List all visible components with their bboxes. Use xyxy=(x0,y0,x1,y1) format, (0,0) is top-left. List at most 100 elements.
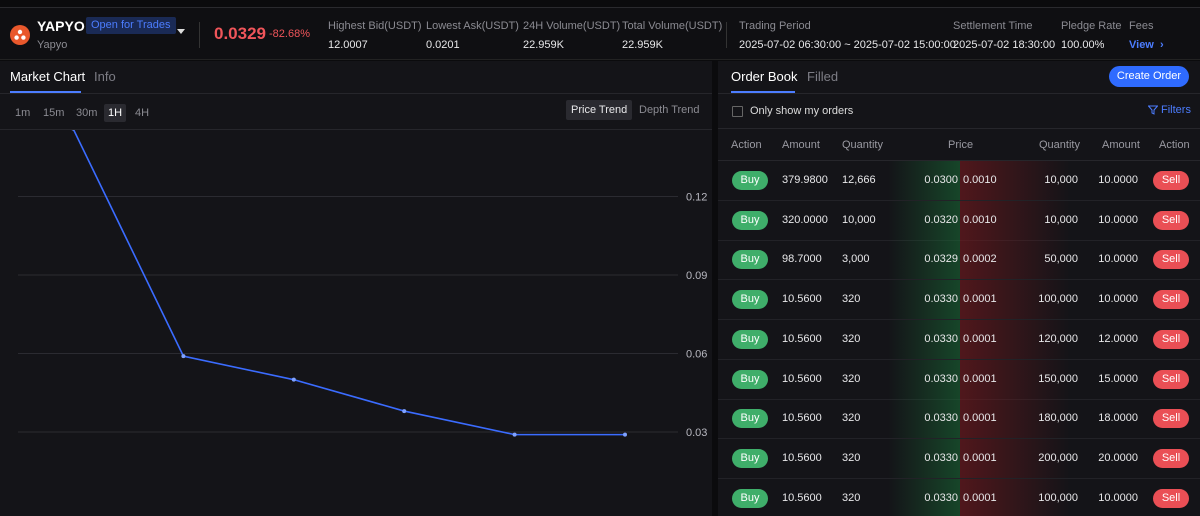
stat-lowest-ask: Lowest Ask(USDT) 0.0201 xyxy=(426,20,519,51)
sell-button[interactable]: Sell xyxy=(1153,369,1189,389)
bid-price: 0.0330 xyxy=(924,451,958,464)
sell-button[interactable]: Sell xyxy=(1153,488,1189,508)
sell-button[interactable]: Sell xyxy=(1153,171,1189,190)
depth-trend-toggle[interactable]: Depth Trend xyxy=(639,104,700,116)
col-action-buy: Action xyxy=(731,139,762,151)
stat-value: 12.0007 xyxy=(328,39,368,51)
ask-quantity: 100,000 xyxy=(1038,491,1078,504)
ask-depth-bar xyxy=(960,399,1070,439)
sell-button[interactable]: Sell xyxy=(1153,329,1189,349)
header-divider xyxy=(199,22,200,48)
fees-view-label[interactable]: View xyxy=(1129,39,1154,51)
bid-amount: 10.5600 xyxy=(782,451,822,464)
buy-button[interactable]: Buy xyxy=(732,210,768,230)
ask-quantity: 200,000 xyxy=(1038,451,1078,464)
stat-total-volume: Total Volume(USDT) 22.959K xyxy=(622,20,722,51)
ask-price: 0.0002 xyxy=(963,253,997,266)
sell-button[interactable]: Sell xyxy=(1153,448,1189,468)
ask-amount: 10.0000 xyxy=(1098,253,1138,266)
buy-button[interactable]: Buy xyxy=(732,171,768,190)
ask-amount: 10.0000 xyxy=(1098,174,1138,186)
bid-amount: 10.5600 xyxy=(782,372,822,385)
bid-amount: 98.7000 xyxy=(782,253,822,266)
bid-depth-bar xyxy=(888,240,960,280)
y-tick-label: 0.12 xyxy=(686,192,707,204)
ask-price: 0.0001 xyxy=(963,332,997,345)
buy-button[interactable]: Buy xyxy=(732,329,768,349)
timeframe-30m[interactable]: 30m xyxy=(76,107,98,119)
buy-button[interactable]: Buy xyxy=(732,409,768,429)
bid-quantity: 320 xyxy=(842,451,861,464)
order-book-row: Buy 10.5600 320 0.0330 0.0001 150,000 15.0000 S… xyxy=(718,359,1200,400)
price-chart-svg: 0.150.120.090.060.03 xyxy=(18,130,707,439)
sell-button[interactable]: Sell xyxy=(1153,250,1189,270)
bid-amount: 10.5600 xyxy=(782,293,822,306)
price-point[interactable] xyxy=(402,409,407,414)
ask-quantity: 180,000 xyxy=(1038,412,1078,425)
price-chart[interactable]: 0.150.120.090.060.03 xyxy=(0,129,712,516)
only-my-orders-label[interactable]: Only show my orders xyxy=(750,105,854,117)
tab-market-chart[interactable]: Market Chart xyxy=(10,69,86,84)
stat-trading-period: Trading Period 2025-07-02 06:30:00 ~ 202… xyxy=(739,20,956,51)
sell-button[interactable]: Sell xyxy=(1153,290,1189,310)
panel-divider[interactable] xyxy=(712,61,718,516)
col-price: Price xyxy=(948,139,974,151)
filters-button[interactable]: Filters xyxy=(1148,104,1191,116)
price-point[interactable] xyxy=(291,377,296,382)
bid-amount: 379.9800 xyxy=(782,174,828,186)
chart-tabs: Market Chart Info xyxy=(0,61,712,94)
stat-highest-bid: Highest Bid(USDT) 12.0007 xyxy=(328,20,422,51)
ask-depth-bar xyxy=(960,478,1070,516)
fees-view-link[interactable]: View › xyxy=(1129,39,1164,51)
bid-quantity: 320 xyxy=(842,293,861,306)
price-trend-toggle[interactable]: Price Trend xyxy=(566,100,633,120)
sell-button[interactable]: Sell xyxy=(1153,409,1189,429)
col-amount-ask: Amount xyxy=(1102,139,1140,151)
tab-filled[interactable]: Filled xyxy=(807,69,839,84)
order-book-row: Buy 10.5600 320 0.0330 0.0001 200,000 20.0000 S… xyxy=(718,438,1200,479)
bid-quantity: 320 xyxy=(842,412,861,425)
y-tick-label: 0.03 xyxy=(686,427,707,439)
col-quantity-ask: Quantity xyxy=(1039,139,1080,151)
bid-price: 0.0330 xyxy=(924,412,958,425)
filters-label: Filters xyxy=(1161,104,1191,116)
price-change: -82.68% xyxy=(269,28,310,40)
header-divider xyxy=(726,22,727,48)
tab-order-book[interactable]: Order Book xyxy=(731,69,798,84)
ask-quantity: 10,000 xyxy=(1044,174,1078,186)
buy-button[interactable]: Buy xyxy=(732,290,768,310)
ask-amount: 10.0000 xyxy=(1098,293,1138,306)
timeframe-1h[interactable]: 1H xyxy=(104,104,127,122)
buy-button[interactable]: Buy xyxy=(732,448,768,468)
bid-depth-bar xyxy=(888,280,960,320)
stat-value: 0.0201 xyxy=(426,39,460,51)
timeframe-15m[interactable]: 15m xyxy=(43,107,65,119)
bid-quantity: 320 xyxy=(842,332,861,345)
bid-quantity: 12,666 xyxy=(842,174,876,186)
ask-amount: 10.0000 xyxy=(1098,213,1138,226)
bid-depth-bar xyxy=(888,478,960,516)
order-book-header: Action Amount Quantity Price Quantity Am… xyxy=(718,128,1200,161)
timeframe-4h[interactable]: 4H xyxy=(135,107,150,119)
token-symbol: YAPYO xyxy=(37,18,85,34)
price-point[interactable] xyxy=(512,432,517,437)
buy-button[interactable]: Buy xyxy=(732,250,768,270)
order-book-panel: Order Book Filled Create Order Only show… xyxy=(718,61,1200,516)
stat-label: Fees xyxy=(1129,20,1154,32)
buy-button[interactable]: Buy xyxy=(732,488,768,508)
stat-value: 22.959K xyxy=(523,39,564,51)
tab-info[interactable]: Info xyxy=(94,69,116,84)
create-order-button[interactable]: Create Order xyxy=(1109,66,1189,87)
active-tab-indicator xyxy=(731,91,795,93)
price-point[interactable] xyxy=(181,354,186,359)
only-my-orders-checkbox[interactable] xyxy=(732,106,743,117)
buy-button[interactable]: Buy xyxy=(732,369,768,389)
price-point[interactable] xyxy=(623,432,627,437)
top-border xyxy=(0,0,1200,8)
ask-price: 0.0010 xyxy=(963,174,997,186)
token-switch-chevron-down-icon[interactable] xyxy=(177,29,185,34)
ask-depth-bar xyxy=(960,240,1070,280)
ask-quantity: 120,000 xyxy=(1038,332,1078,345)
timeframe-1m[interactable]: 1m xyxy=(15,107,31,119)
sell-button[interactable]: Sell xyxy=(1153,210,1189,230)
